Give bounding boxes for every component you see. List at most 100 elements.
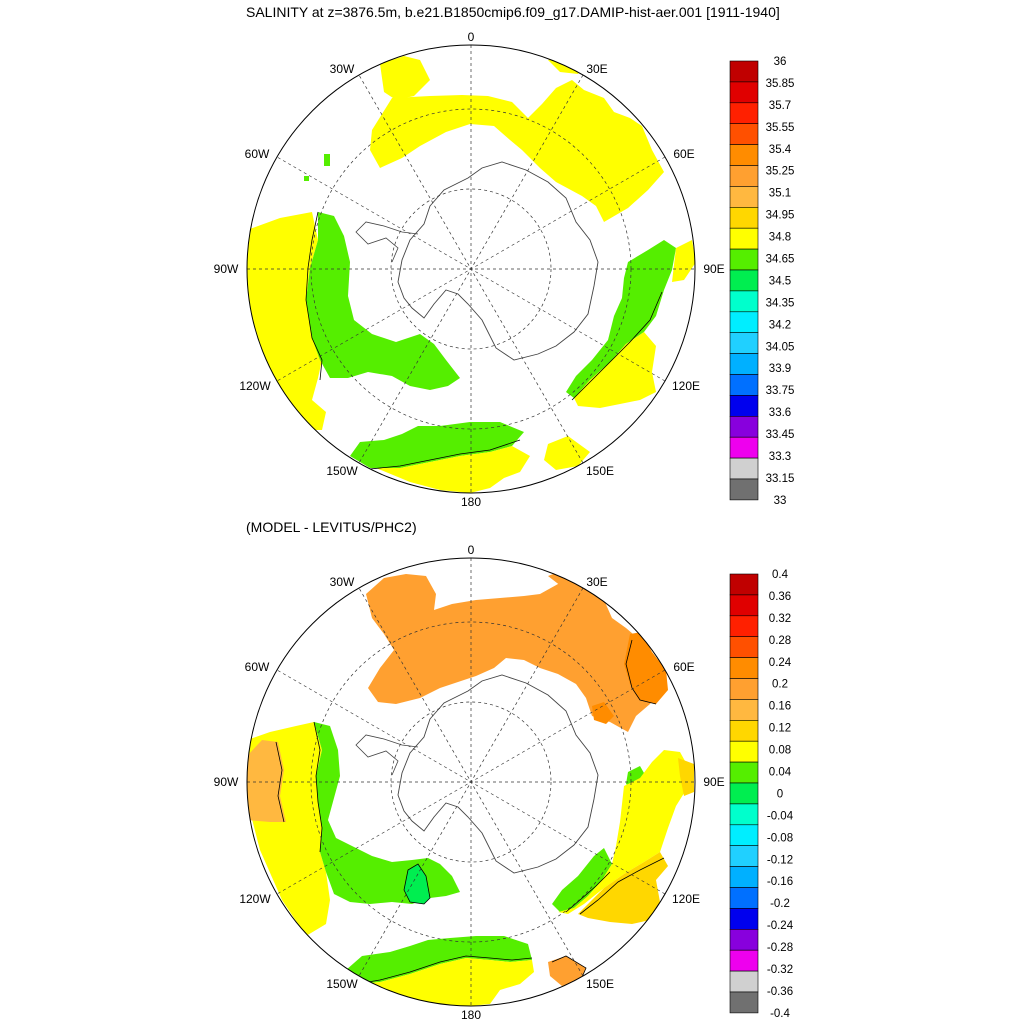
bottom-colorbar-box-19 <box>729 970 759 993</box>
top-colorbar-box-0 <box>729 60 759 83</box>
top-colorbar-box-18 <box>729 436 759 459</box>
top-contour-east <box>571 291 663 401</box>
bottom-colorbar-boxes <box>729 573 759 1014</box>
bottom-colorbar-box-20 <box>729 991 759 1014</box>
bottom-lon-label-30e: 30E <box>586 575 607 589</box>
top-colorbar-labels: 36 35.85 35.7 35.55 35.4 35.25 35.1 34.95 34.8 34… <box>766 56 795 507</box>
top-field-yellow-north-patch <box>380 56 430 100</box>
top-colorbar-label-2: 35.7 <box>769 100 791 112</box>
bottom-field-yellow-east <box>558 750 690 914</box>
bottom-colorbar-label-8: 0.08 <box>769 745 791 757</box>
top-colorbar-box-14 <box>729 353 759 375</box>
bottom-colorbar-box-12 <box>729 824 759 846</box>
bottom-field-gold-east <box>578 852 668 924</box>
top-lon-label-120w: 120W <box>239 379 271 393</box>
bottom-colorbar-label-9: 0.04 <box>769 767 792 779</box>
top-colorbar-box-12 <box>729 311 759 333</box>
top-colorbar-label-3: 35.55 <box>766 122 795 134</box>
top-colorbar-label-5: 35.25 <box>766 166 795 178</box>
bottom-lon-label-90e: 90E <box>703 775 724 789</box>
top-colorbar-label-10: 34.5 <box>769 275 791 287</box>
top-colorbar-label-20: 33 <box>774 495 787 507</box>
top-lon-label-150e: 150E <box>586 464 614 478</box>
top-colorbar-label-18: 33.3 <box>769 451 791 463</box>
bottom-colorbar-box-5 <box>729 678 759 700</box>
top-colorbar-box-8 <box>729 227 759 250</box>
bottom-colorbar-box-9 <box>729 761 759 784</box>
top-map-title: SALINITY at z=3876.5m, b.e21.B1850cmip6.… <box>246 4 780 20</box>
top-colorbar-label-16: 33.6 <box>769 407 791 419</box>
bottom-contour-patch <box>403 863 431 905</box>
bottom-colorbar-box-18 <box>729 949 759 972</box>
bottom-colorbar-label-6: 0.16 <box>769 701 791 713</box>
bottom-colorbar-box-1 <box>729 594 759 617</box>
top-colorbar-box-15 <box>729 374 759 396</box>
bottom-colorbar-label-3: 0.28 <box>769 635 791 647</box>
top-contour-west <box>305 211 323 381</box>
bottom-lon-label-150w: 150W <box>326 977 358 991</box>
top-colorbar-label-13: 34.05 <box>766 341 795 353</box>
top-field-green-spot-2 <box>304 176 309 181</box>
bottom-colorbar: 0.4 0.36 0.32 0.28 0.24 0.2 0.16 0.12 0.08 0.04 0 -… <box>729 569 794 1020</box>
bottom-field-dark-orange-60e <box>624 632 668 704</box>
bottom-field-dark-orange-patch <box>592 702 614 724</box>
bottom-colorbar-box-4 <box>729 657 759 679</box>
bottom-contour-east <box>565 871 611 913</box>
bottom-contour-south <box>355 955 533 985</box>
bottom-colorbar-label-16: -0.24 <box>767 920 794 932</box>
bottom-colorbar-label-12: -0.08 <box>767 832 793 844</box>
bottom-lon-label-90w: 90W <box>214 775 239 789</box>
top-colorbar-box-2 <box>729 102 759 125</box>
bottom-peninsula-coastline <box>355 734 419 776</box>
bottom-colorbar-label-11: -0.04 <box>767 810 794 822</box>
top-lon-label-60e: 60E <box>673 147 694 161</box>
top-colorbar-label-0: 36 <box>774 56 787 68</box>
top-antarctica-coastline <box>397 161 599 361</box>
top-field-green-west <box>306 212 460 390</box>
bottom-colorbar-labels: 0.4 0.36 0.32 0.28 0.24 0.2 0.16 0.12 0.08 0.04 0 -… <box>767 569 794 1020</box>
bottom-colorbar-box-13 <box>729 845 759 867</box>
top-field-green-east <box>566 240 676 398</box>
top-colorbar-box-13 <box>729 332 759 354</box>
top-field-yellow-east-edge <box>672 240 695 282</box>
bottom-colorbar-box-14 <box>729 866 759 888</box>
bottom-colorbar-box-10 <box>729 782 759 805</box>
bottom-colorbar-label-15: -0.2 <box>770 898 790 910</box>
top-contour-south <box>359 439 521 471</box>
top-graticule <box>247 45 695 493</box>
bottom-field-green-east <box>552 848 612 912</box>
bottom-colorbar-box-15 <box>729 887 759 909</box>
top-colorbar-box-6 <box>729 186 759 208</box>
top-colorbar-label-9: 34.65 <box>766 254 795 266</box>
top-lon-label-150w: 150W <box>326 464 358 478</box>
bottom-colorbar-label-2: 0.32 <box>769 613 791 625</box>
bottom-colorbar-box-11 <box>729 803 759 826</box>
bottom-contour-east-2 <box>579 857 665 915</box>
top-field-yellow-sse <box>544 436 590 470</box>
top-colorbar-label-15: 33.75 <box>766 385 795 397</box>
top-colorbar-label-11: 34.35 <box>766 297 795 309</box>
bottom-lon-label-150e: 150E <box>586 977 614 991</box>
top-lon-label-90w: 90W <box>214 262 239 276</box>
bottom-contour-60e <box>625 639 657 705</box>
bottom-colorbar-label-20: -0.4 <box>770 1008 790 1020</box>
top-field-yellow-ne-patch <box>548 54 584 74</box>
bottom-field-gold-east-edge <box>678 758 694 796</box>
top-colorbar-box-16 <box>729 395 759 417</box>
bottom-colorbar-label-7: 0.12 <box>769 723 791 735</box>
top-colorbar-box-9 <box>729 248 759 271</box>
top-longitude-labels: 0 30E 60E 90E 120E 150E 180 150W 120W 90… <box>214 30 725 509</box>
top-lon-label-0: 0 <box>468 30 475 44</box>
top-colorbar-label-17: 33.45 <box>766 429 795 441</box>
top-colorbar-box-20 <box>729 478 759 501</box>
bottom-field-orange-west <box>247 740 286 822</box>
top-colorbar-label-4: 35.4 <box>769 144 792 156</box>
bottom-colorbar-box-7 <box>729 719 759 742</box>
top-field-green-spot-1 <box>324 154 330 166</box>
bottom-colorbar-label-1: 0.36 <box>769 591 791 603</box>
top-colorbar-box-11 <box>729 290 759 313</box>
bottom-field-orange-atlantic <box>366 574 662 732</box>
bottom-antarctica-coastline <box>397 674 599 874</box>
bottom-contour-sse <box>551 955 587 983</box>
